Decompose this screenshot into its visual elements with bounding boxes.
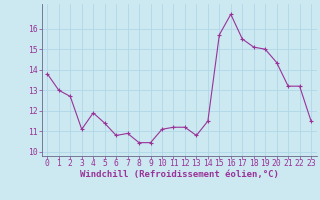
X-axis label: Windchill (Refroidissement éolien,°C): Windchill (Refroidissement éolien,°C) (80, 170, 279, 179)
